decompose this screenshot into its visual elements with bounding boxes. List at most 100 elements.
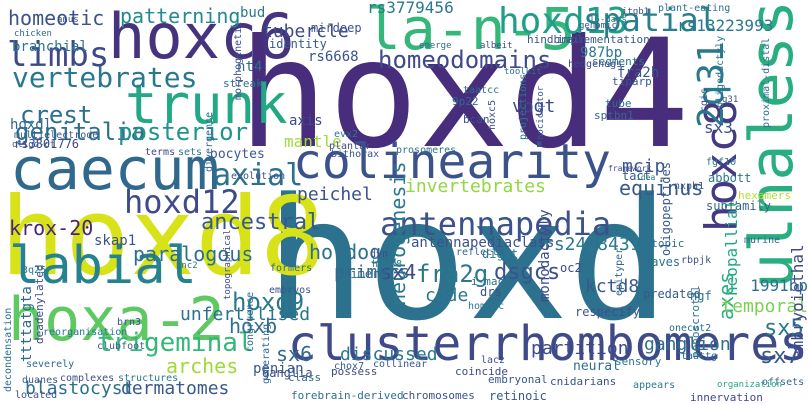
word-ectopic: ectopic [638,237,685,250]
word-taattg: taattg [681,351,718,362]
word-sx7: sx7 [760,344,800,369]
word-genitalia: genitalia [15,118,146,146]
word-organization: organization [717,380,783,390]
word-chicken: chicken [14,29,52,39]
word-sx4: sx4 [380,260,417,284]
word-hoxc6: hoxc6 [108,0,295,73]
word-temporal: temporal [721,296,808,317]
word-hoxdl: hoxdl [10,117,53,133]
word-projections: projections [518,73,529,140]
word-bnc2: bnc2 [176,261,198,271]
word-hoxd13: hoxd13 [498,1,629,42]
word-oligopeptides: oligopeptides [659,162,673,256]
word-dyn: dyn [370,249,389,260]
word-hindbrain: hindbrain [527,33,587,46]
word-cgis: cgis [699,87,710,112]
word-arches: arches [166,354,239,378]
word-hexamers: hexamers [738,189,791,202]
word-sensory: sensory [615,355,662,368]
word-oligo-dt: oligo-dt [12,140,56,150]
word-prosomeres: prosomeres [396,145,457,156]
word-dermatomes: dermatomes [121,378,230,399]
word-rs13223993: rs13223993 [677,16,774,35]
word-appears: appears [633,380,676,391]
word-sets: sets [178,147,203,158]
word-ganglia: ganglia [262,366,313,380]
word-antennapediaclass: antennapediaclass [411,235,555,251]
word-caecum: caecum [10,135,220,203]
word-oocytes: oocytes [210,147,265,162]
word-penian: penian [253,361,304,377]
word-reflects: reflects [456,247,505,258]
word-bcan: bcan [463,113,490,126]
word-innervation: innervation [690,391,763,404]
word-clubfoot: clubfoot [97,341,146,352]
word-anus: anus [57,15,79,25]
word-homeotic: homeotic [8,6,105,30]
word-vertebrates: vertebrates [12,61,198,94]
word-embryos: embryos [269,285,312,296]
word-taatcc: taatcc [463,85,500,96]
word-antennapedia: antennapedia [380,205,612,243]
word-multielectrode: multielectrode [14,130,99,141]
word-proximal-distal: proximal-distal [761,37,772,128]
word-hotdog: hotdog [309,240,382,264]
word-decondensation: decondensation [3,307,14,392]
word-terms: terms [145,147,176,158]
word-ngf: ngf [690,289,712,303]
word-discussed: discussed [340,344,438,365]
word-duanes: duanes [22,375,59,386]
word-albeit: albeit [480,41,513,51]
word-located: located [15,390,58,401]
word-structures: structures [118,373,179,384]
word-sx5: sx5 [764,316,804,341]
word-kctd8: kctd8 [585,276,640,297]
word-sx6: sx6 [276,342,313,366]
word-coincide: coincide [455,365,508,378]
word-trigeminal: trigeminal [97,328,254,358]
word-rbpjk: rbpjk [681,255,712,266]
word-waves: waves [644,255,681,269]
word-drs: drs [480,285,502,299]
word-embryoiethal: embryoiethal [788,244,807,360]
word-tube: tube [605,97,632,110]
word-neopallial: neopallial [722,199,741,296]
word-oc2: oc2 [560,261,582,275]
word-hoxd12: hoxd12 [124,183,240,221]
word-hhv-8: hhv-8 [372,259,403,270]
word-9p22: 9p22 [452,95,479,108]
word-hoxd: hoxd [265,162,670,358]
word-1991bp: 1991bp [750,276,808,295]
word-idea: idea [636,173,656,182]
word-tubercle: tubercle [262,21,349,42]
word-i-mac: i-mac [471,275,505,288]
word-class: class [288,371,322,384]
word-nt4: nt4 [237,59,263,75]
word-reorganisation: reorganisation [43,327,128,338]
word-fra2g: fra2g [416,260,489,288]
word-16-days: 16-days [589,15,627,25]
word-primers-2: primers [336,267,387,281]
word-segments: segments [592,55,645,68]
word-digit: digit [482,247,519,261]
word-emerge: emerge [419,41,452,51]
word-brn3: brn3 [117,317,142,328]
word-evolution: evolution [231,171,286,182]
word-unfertilised: unfertilised [180,304,311,325]
word-onecut2: onecut2 [669,323,712,334]
word-penoscrotal: penoscrotal [689,285,702,358]
word-possess: possess [331,365,378,378]
word-identity: identity [269,37,327,51]
word-mantle: mantle [284,132,342,151]
word-hoxb: hoxb [229,314,278,338]
word-primers: primers [334,262,410,283]
word-genomic: genomic [579,21,617,31]
word-q31: q31 [722,95,739,105]
word-implementation: implementation [557,33,650,46]
word-predated: predated [643,287,701,301]
word-sptbn1: sptbn1 [594,109,634,122]
word-neurogenesis: neurogenesis [386,161,410,307]
word-complexes: complexes [60,373,115,384]
word-hoxc5: hoxc5 [487,99,498,130]
word-topographical: topographical [223,229,233,300]
